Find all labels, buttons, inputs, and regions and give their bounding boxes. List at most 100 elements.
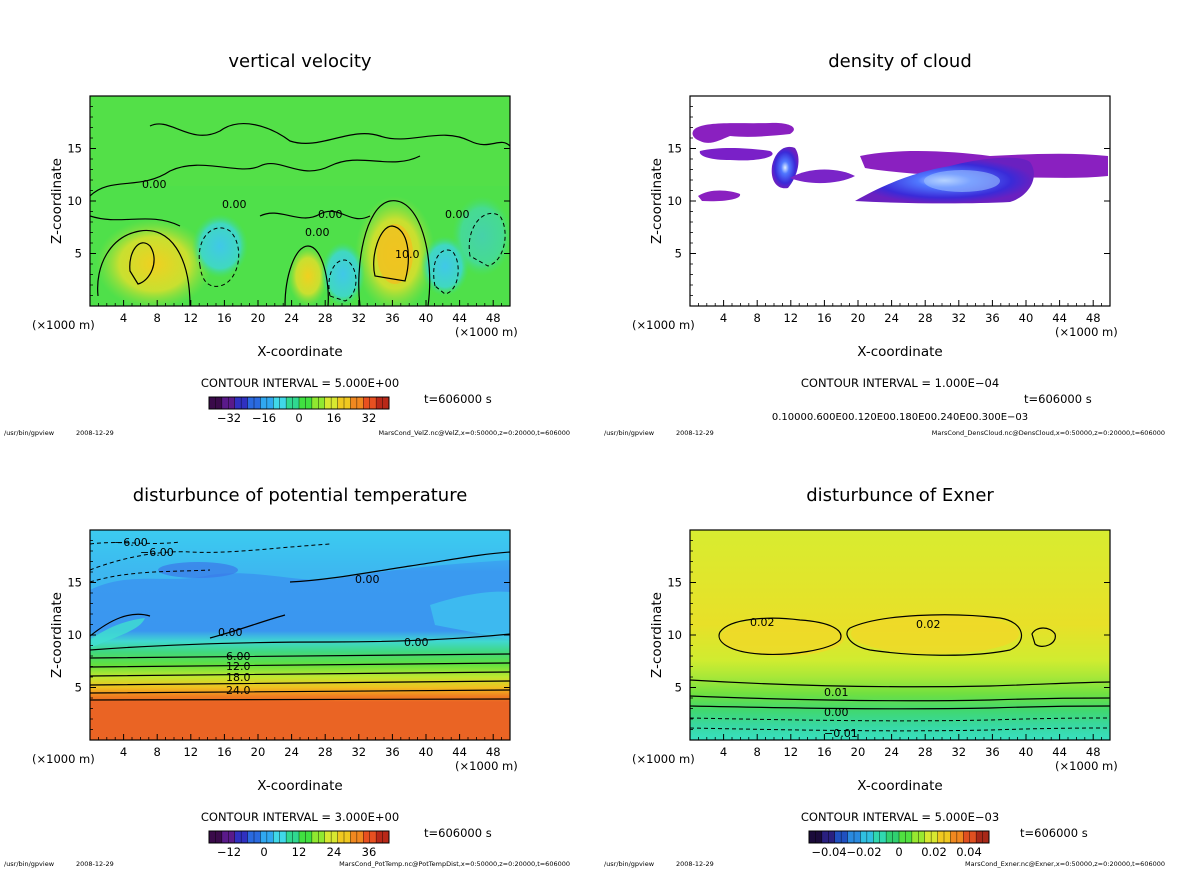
contour-line (373, 225, 409, 282)
contour-line (690, 705, 1110, 710)
y-tick-label: 15 (667, 576, 682, 590)
contour-label: 0.02 (916, 618, 941, 631)
colorbar-swatch (899, 831, 906, 843)
contour-line (284, 245, 329, 306)
colorbar: −12 0 12 24 36 (208, 830, 390, 859)
x-tick-label: 20 (851, 311, 866, 325)
cloud-region (699, 147, 773, 161)
x-tick-label: 24 (284, 311, 299, 325)
x-unit-right: (×1000 m) (455, 325, 518, 339)
contour-line-negative (90, 569, 211, 583)
y-axis-label: Z-coordinate (49, 592, 65, 678)
colorbar-swatch (228, 397, 236, 409)
colorbar-swatch (221, 831, 229, 843)
contour-label: −6.00 (140, 546, 174, 559)
colorbar-swatch (350, 397, 358, 409)
colorbar-swatch (279, 831, 287, 843)
contour-line (149, 123, 510, 147)
colorbar-tick-label: 36 (362, 845, 377, 859)
y-tick-label: 15 (67, 142, 82, 156)
colorbar-swatch (247, 397, 255, 409)
x-tick-label: 4 (120, 745, 127, 759)
colorbar-swatch (963, 831, 971, 843)
x-tick-label: 16 (817, 745, 832, 759)
file-info: MarsCond_VelZ.nc@VelZ,x=0:50000,z=0:2000… (379, 429, 570, 437)
footer-program: /usr/bin/gpview (4, 860, 55, 868)
colorbar-swatch (241, 397, 249, 409)
contour-line-negative (690, 717, 1110, 722)
y-tick-label: 5 (675, 247, 682, 261)
colorbar-swatch (860, 831, 868, 843)
x-tick-label: 8 (754, 745, 761, 759)
x-tick-label: 8 (754, 311, 761, 325)
footer-program: /usr/bin/gpview (604, 860, 655, 868)
colorbar-swatch (976, 831, 984, 843)
footer-date: 2008-12-29 (76, 860, 114, 868)
x-ticks: 4 8 12 16 20 24 28 32 36 40 44 48 (97, 300, 503, 325)
colorbar-frame (208, 396, 390, 410)
y-axis-label: Z-coordinate (649, 158, 665, 244)
contour-label: 0.00 (218, 626, 243, 639)
contour-interval: CONTOUR INTERVAL = 5.000E+00 (201, 376, 399, 390)
x-unit-left: (×1000 m) (32, 318, 95, 332)
footer-program: /usr/bin/gpview (604, 429, 655, 437)
colorbar-swatch (247, 831, 255, 843)
colorbar-swatch (956, 831, 964, 843)
colorbar-swatch (209, 397, 216, 409)
x-tick-label: 44 (452, 745, 467, 759)
colorbar-swatch (311, 831, 319, 843)
colorbar-swatch (266, 397, 274, 409)
colorbar-swatch (828, 831, 836, 843)
x-tick-label: 12 (183, 745, 198, 759)
contour-label: −0.01 (824, 727, 858, 740)
colorbar-swatch (234, 397, 242, 409)
colorbar-swatch (215, 397, 223, 409)
colorbar-swatch (305, 397, 313, 409)
contour-label: 10.0 (395, 248, 420, 261)
cloud-region (692, 122, 794, 143)
colorbar-swatch (905, 831, 913, 843)
colorbar-swatch (331, 831, 339, 843)
colorbar-tick-label: −32 (217, 411, 241, 425)
colorbar-swatch (854, 831, 861, 843)
x-axis-label: X-coordinate (257, 344, 342, 360)
colorbar-tick-label: −0.02 (846, 845, 881, 859)
y-axis-label: Z-coordinate (649, 592, 665, 678)
panel-vertical-velocity: vertical velocity (4, 51, 570, 437)
colorbar-swatch (299, 831, 306, 843)
colorbar-swatch (266, 831, 274, 843)
x-tick-label: 40 (419, 745, 434, 759)
colorbar-swatch (286, 831, 294, 843)
file-info: MarsCond_DensCloud.nc@DensCloud,x=0:5000… (932, 429, 1165, 437)
colorbar-swatch (931, 831, 939, 843)
colorbar-swatch (337, 397, 345, 409)
x-tick-label: 44 (452, 311, 467, 325)
colorbar-tick-label: 0 (895, 845, 902, 859)
contour-line-negative (328, 259, 357, 302)
contour-label: 0.00 (222, 198, 247, 211)
colorbar-swatch (209, 831, 216, 843)
x-tick-label: 4 (720, 745, 727, 759)
contour-label: 0.00 (305, 226, 330, 239)
colorbar-swatch (847, 831, 855, 843)
contour-label: 0.00 (445, 208, 470, 221)
colorbar-swatch (982, 831, 990, 843)
contour-interval: CONTOUR INTERVAL = 3.000E+00 (201, 810, 399, 824)
colorbar-swatch (318, 397, 326, 409)
x-tick-label: 48 (486, 311, 501, 325)
y-ticks: 5 10 15 (67, 106, 510, 296)
contour-line-negative (468, 213, 506, 267)
colorbar-swatch (356, 831, 364, 843)
colorbar-swatch (331, 397, 339, 409)
x-axis-label: X-coordinate (857, 778, 942, 794)
x-unit-left: (×1000 m) (632, 752, 695, 766)
x-tick-label: 48 (1086, 311, 1101, 325)
panel-exner: disturbunce of Exner 0.02 (604, 485, 1165, 868)
colorbar-swatch (324, 397, 332, 409)
colorbar-swatch (279, 397, 287, 409)
contour-line (846, 614, 1023, 656)
x-axis-label: X-coordinate (257, 778, 342, 794)
x-tick-label: 44 (1052, 311, 1067, 325)
colorbar-frame (208, 830, 390, 844)
x-tick-label: 48 (486, 745, 501, 759)
